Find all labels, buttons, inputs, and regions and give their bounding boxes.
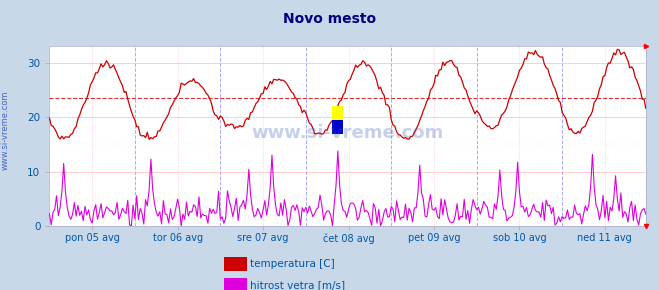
Text: Novo mesto: Novo mesto <box>283 12 376 26</box>
Text: hitrost vetra [m/s]: hitrost vetra [m/s] <box>250 280 345 290</box>
Text: www.si-vreme.com: www.si-vreme.com <box>1 91 10 170</box>
Text: www.si-vreme.com: www.si-vreme.com <box>252 124 444 142</box>
Text: temperatura [C]: temperatura [C] <box>250 259 335 269</box>
Bar <box>333 120 343 134</box>
Bar <box>333 106 343 120</box>
